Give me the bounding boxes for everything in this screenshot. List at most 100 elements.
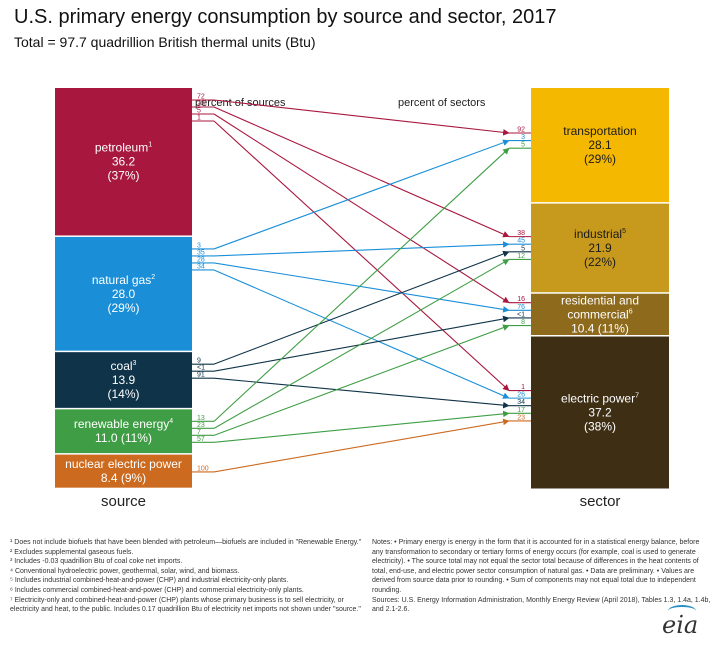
sector-label-electric: (38%) [584, 420, 616, 434]
flow-line-natgas-electric [213, 269, 510, 399]
source-pct-label: 28 [197, 256, 205, 263]
sector-label-residential: commercial6 [567, 307, 632, 321]
footnote: ⁶ Includes commercial combined-heat-and-… [10, 586, 304, 594]
sector-pct-label: 12 [517, 253, 525, 260]
source-label-nuclear: 8.4 (9%) [101, 471, 146, 485]
flow-line-natgas-transportation [213, 139, 510, 250]
sector-label-transportation: transportation [563, 124, 636, 138]
source-axis-label: source [101, 493, 146, 510]
footnote-marker: 6 [629, 308, 633, 315]
sector-pct-label: 5 [521, 245, 525, 252]
label-text: 28.1 [588, 138, 612, 152]
sector-label-industrial: industrial5 [574, 227, 626, 241]
label-text: 8.4 (9%) [101, 471, 146, 485]
source-pct-label: 7 [197, 429, 201, 436]
flow-line-petroleum-electric [213, 120, 510, 391]
notes-text: Notes: • Primary energy is energy in the… [372, 539, 700, 594]
notes: Notes: • Primary energy is energy in the… [372, 538, 712, 615]
sector-pct-label: 92 [517, 127, 525, 134]
footnote-marker: 1 [148, 142, 152, 149]
flow-line-natgas-residential [213, 262, 510, 313]
sector-pct-label: 1 [521, 384, 525, 391]
label-text: coal [111, 359, 133, 373]
source-pct-label: 5 [197, 108, 201, 115]
source-label-natgas: natural gas2 [92, 273, 155, 287]
flow-line-natgas-industrial [213, 241, 510, 257]
sector-pct-label: 3 [521, 134, 525, 141]
header-right: percent of sectors [398, 97, 486, 109]
sector-pct-label: 23 [517, 414, 525, 421]
source-block-renewable [55, 409, 192, 454]
source-pct-label: <1 [197, 365, 205, 372]
sector-axis-label: sector [580, 493, 621, 510]
flow-line-renewable-residential [213, 324, 510, 436]
flow-line-coal-residential [213, 315, 510, 372]
label-text: 36.2 [112, 155, 136, 169]
source-pct-label: 34 [197, 263, 205, 270]
sector-block-transportation [531, 88, 669, 203]
label-text: nuclear electric power [65, 457, 182, 471]
source-pct-label: 23 [197, 422, 205, 429]
source-pct-label: 100 [197, 465, 209, 472]
source-block-coal [55, 352, 192, 408]
eia-logo-arc [668, 605, 696, 617]
source-pct-label: 9 [197, 358, 201, 365]
sector-label-residential: residential and [561, 293, 639, 307]
sector-pct-label: 76 [517, 304, 525, 311]
label-text: transportation [563, 124, 636, 138]
source-label-petroleum: petroleum1 [95, 141, 152, 155]
footnote: ¹ Does not include biofuels that have be… [10, 539, 362, 546]
flow-line-petroleum-industrial [213, 106, 510, 238]
source-pct-label: 23 [197, 101, 205, 108]
sector-pct-label: 26 [517, 392, 525, 399]
sector-label-transportation: (29%) [584, 152, 616, 166]
sector-pct-label: <1 [517, 311, 525, 318]
sector-pct-label: 45 [517, 238, 525, 245]
sector-pct-label: 16 [517, 296, 525, 303]
source-label-coal: (14%) [107, 387, 139, 401]
source-label-renewable: renewable energy4 [74, 417, 173, 431]
flow-line-renewable-transportation [213, 147, 510, 422]
label-text: residential and [561, 293, 639, 307]
source-label-natgas: (29%) [107, 301, 139, 315]
source-pct-label: 1 [197, 115, 201, 122]
label-text: (38%) [584, 420, 616, 434]
sector-label-industrial: 21.9 [588, 241, 612, 255]
source-label-petroleum: 36.2 [112, 155, 136, 169]
label-text: (22%) [584, 255, 616, 269]
source-block-nuclear [55, 454, 192, 488]
label-text: 10.4 (11%) [571, 321, 629, 335]
sector-pct-label: 17 [517, 407, 525, 414]
eia-logo: eia [662, 611, 699, 639]
sector-block-industrial [531, 203, 669, 293]
label-text: petroleum [95, 141, 148, 155]
label-text: industrial [574, 227, 622, 241]
source-pct-label: 35 [197, 249, 205, 256]
footnote-marker: 2 [151, 274, 155, 281]
sector-label-residential: 10.4 (11%) [571, 321, 629, 335]
label-text: (14%) [107, 387, 139, 401]
sector-label-industrial: (22%) [584, 255, 616, 269]
footnote-marker: 5 [622, 228, 626, 235]
label-text: 28.0 [112, 287, 136, 301]
sector-label-transportation: 28.1 [588, 138, 612, 152]
footnote-marker: 4 [169, 418, 173, 425]
footnote: ² Excludes supplemental gaseous fuels. [10, 548, 134, 556]
sector-block-residential [531, 293, 669, 336]
label-text: (29%) [107, 301, 139, 315]
flow-line-coal-industrial [213, 250, 510, 365]
label-text: electric power [561, 392, 635, 406]
label-text: 11.0 (11%) [95, 431, 152, 445]
footnote: ⁵ Includes industrial combined-heat-and-… [10, 577, 289, 585]
label-text: renewable energy [74, 417, 169, 431]
sector-pct-label: 8 [521, 319, 525, 326]
sources-text: Sources: U.S. Energy Information Adminis… [372, 596, 711, 614]
label-text: 13.9 [112, 373, 136, 387]
source-label-coal: coal3 [111, 359, 137, 373]
sector-pct-label: 5 [521, 142, 525, 149]
chart-subtitle: Total = 97.7 quadrillion British thermal… [14, 34, 316, 50]
label-text: 21.9 [588, 241, 612, 255]
source-block-petroleum [55, 88, 192, 236]
footnote-marker: 7 [635, 393, 639, 400]
flow-line-renewable-industrial [213, 258, 510, 429]
